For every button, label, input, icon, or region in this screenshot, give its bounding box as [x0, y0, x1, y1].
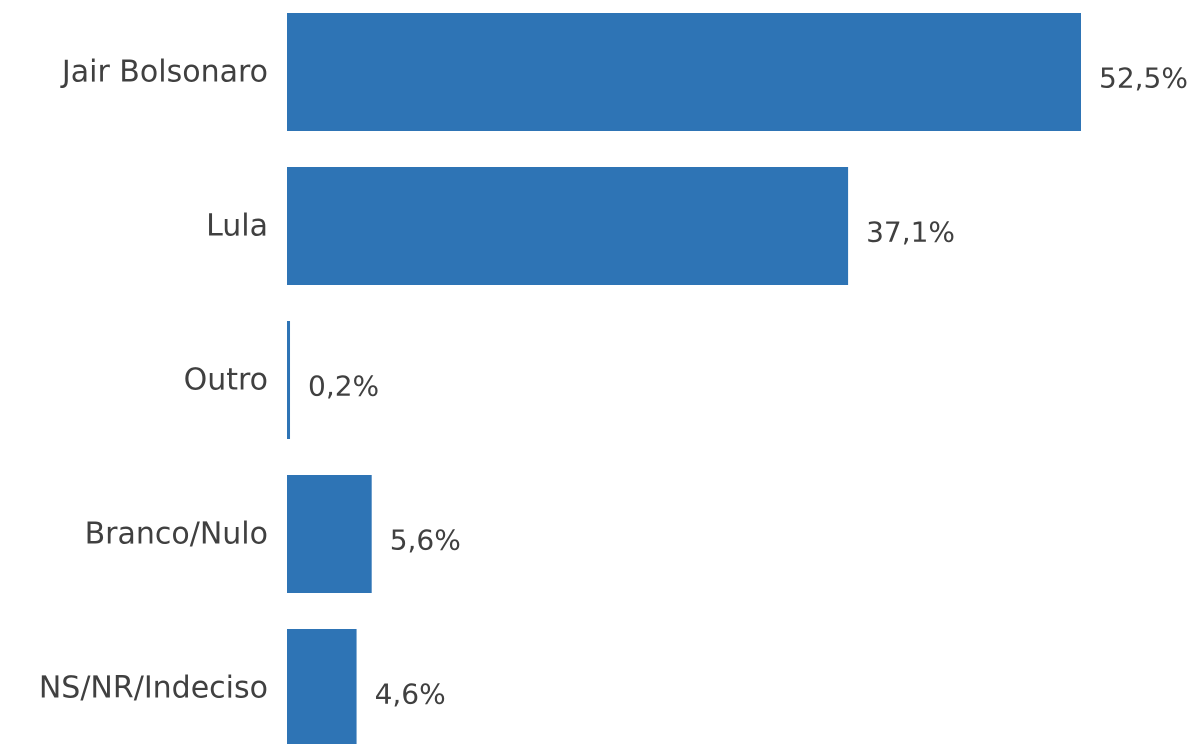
category-label-jair-bolsonaro: Jair Bolsonaro	[60, 55, 268, 90]
category-label-outro: Outro	[184, 363, 268, 398]
value-label-outro: 0,2%	[308, 370, 379, 403]
category-label-lula: Lula	[206, 209, 268, 244]
value-label-ns-nr-indeciso: 4,6%	[375, 678, 446, 711]
bar-branco-nulo	[287, 475, 372, 593]
bar-outro	[287, 321, 291, 439]
value-label-lula: 37,1%	[866, 216, 955, 249]
bars-layer: Jair Bolsonaro 52,5% Lula 37,1% Outro 0,2% Bra…	[39, 13, 1188, 744]
category-label-ns-nr-indeciso: NS/NR/Indeciso	[39, 671, 268, 706]
value-label-branco-nulo: 5,6%	[390, 524, 461, 557]
bar-jair-bolsonaro	[287, 13, 1081, 131]
bar-ns-nr-indeciso	[287, 629, 357, 744]
bar-lula	[287, 167, 849, 285]
value-label-jair-bolsonaro: 52,5%	[1099, 62, 1188, 95]
category-label-branco-nulo: Branco/Nulo	[85, 517, 268, 552]
